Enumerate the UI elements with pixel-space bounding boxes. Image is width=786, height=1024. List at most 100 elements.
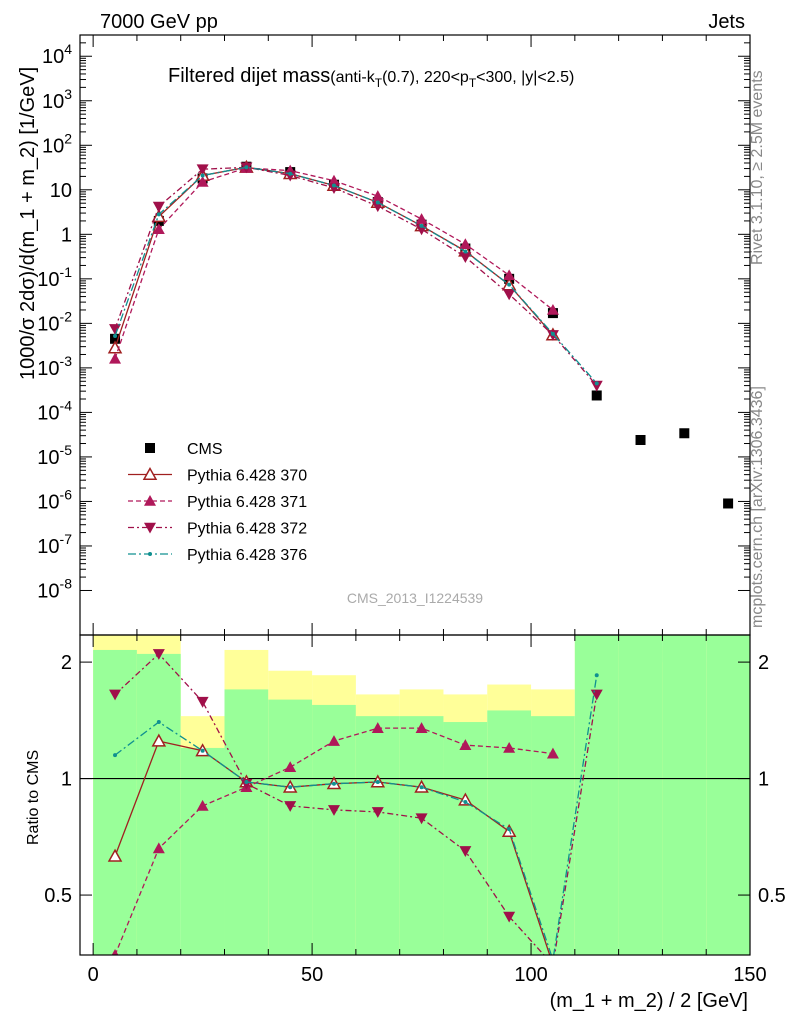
title-sub-t1: T (375, 76, 383, 90)
band-inner (662, 635, 707, 955)
data-point (679, 428, 690, 439)
legend-label: Pythia 6.428 372 (187, 521, 307, 538)
ratio-marker (371, 807, 384, 818)
series-marker (415, 213, 428, 224)
ratio-marker (152, 842, 165, 854)
data-point (110, 333, 121, 344)
ratio-marker (109, 689, 122, 701)
header-left: 7000 GeV pp (100, 11, 218, 33)
band-inner (443, 722, 488, 955)
ratio-marker (375, 779, 380, 784)
ratio-line (114, 675, 598, 955)
series-marker (109, 352, 122, 364)
series-marker (507, 282, 512, 287)
series-marker (503, 269, 516, 281)
ratio-marker (546, 747, 559, 759)
ratio-marker (459, 846, 472, 857)
y-tick-label: 10-5 (37, 442, 72, 469)
ratio-marker (331, 781, 336, 786)
ratio-marker (200, 748, 205, 753)
ratio-tick-label-right: 2 (758, 652, 769, 674)
ratio-marker (458, 792, 473, 806)
ratio-tick-label: 0.5 (44, 885, 72, 907)
series-marker (327, 174, 340, 186)
ratio-line (114, 652, 598, 955)
y-tick-label: 102 (42, 130, 72, 157)
legend: CMS Pythia 6.428 370 Pythia 6.428 371 Pythi… (128, 441, 307, 564)
y-tick-label: 10-1 (37, 264, 72, 291)
ratio-marker (111, 949, 119, 955)
band-inner (180, 747, 225, 955)
series-marker (375, 200, 380, 205)
main-series (107, 159, 734, 509)
band-inner (312, 704, 356, 955)
ratio-marker (284, 761, 297, 773)
legend-marker (144, 522, 156, 534)
legend-label: Pythia 6.428 376 (187, 547, 307, 564)
legend-label: CMS (187, 441, 223, 458)
band-inner (93, 649, 137, 955)
series-marker (331, 183, 336, 188)
series-marker (156, 212, 161, 217)
ratio-marker (244, 779, 249, 784)
y-tick-label: 1 (61, 224, 72, 246)
ratio-marker (196, 696, 209, 708)
series-marker (109, 324, 122, 335)
ratio-tick-label: 2 (61, 652, 72, 674)
series-marker (590, 380, 603, 392)
y-tick-label: 103 (42, 86, 72, 113)
axis-ticks: 10-810-710-610-510-410-310-210-111010210… (37, 34, 786, 986)
ratio-marker (156, 720, 161, 725)
series-line (114, 166, 554, 349)
ratio-tick-label-right: 0.5 (758, 885, 786, 907)
title-sub-prefix: (anti-k (330, 69, 375, 86)
series-marker (371, 190, 384, 201)
ratio-marker (459, 739, 472, 750)
ratio-marker (415, 813, 428, 825)
ratio-marker (463, 799, 468, 804)
ratio-series (80, 649, 750, 970)
band-inner (355, 716, 400, 955)
x-tick-label: 150 (733, 964, 766, 986)
chart-title: Filtered dijet mass(anti-kT(0.7), 220<pT… (168, 65, 574, 90)
main-frame (79, 34, 751, 636)
ratio-marker (327, 735, 340, 746)
ratio-bands (93, 635, 750, 955)
x-axis-label: (m_1 + m_2) / 2 [GeV] (550, 990, 748, 1012)
header-right: Jets (708, 11, 745, 33)
series-marker (550, 331, 555, 336)
legend-marker (145, 443, 155, 453)
y-tick-label: 10-7 (37, 531, 72, 558)
series-marker (463, 249, 468, 254)
band-inner (399, 716, 444, 955)
y-tick-label: 10 (50, 180, 72, 202)
ratio-marker (547, 959, 559, 970)
ratio-marker (327, 805, 340, 816)
band-inner (224, 689, 269, 955)
ratio-marker (288, 785, 293, 790)
ratio-marker (503, 741, 516, 753)
legend-label: Pythia 6.428 370 (187, 468, 307, 485)
series-marker (546, 303, 559, 315)
data-point (591, 390, 602, 401)
ratio-marker (419, 785, 424, 790)
x-tick-label: 0 (88, 964, 99, 986)
series-marker (113, 334, 118, 339)
ratio-marker (107, 848, 123, 862)
y-tick-label: 10-2 (37, 308, 72, 335)
ratio-marker (284, 801, 297, 812)
band-inner (136, 653, 181, 955)
band-inner (268, 699, 313, 955)
legend-label: Pythia 6.428 371 (187, 494, 307, 511)
title-sub-t2: T (469, 76, 477, 90)
series-marker (327, 183, 340, 194)
axes-frames (79, 34, 751, 956)
series-line (114, 166, 598, 384)
y-tick-label: 10-4 (37, 397, 72, 424)
series-marker (459, 252, 472, 263)
series-marker (594, 381, 599, 386)
y-axis-label-main: 1000/σ 2dσ)/d(m_1 + m_2) [1/GeV] (17, 67, 39, 380)
y-tick-label: 10-3 (37, 353, 72, 380)
